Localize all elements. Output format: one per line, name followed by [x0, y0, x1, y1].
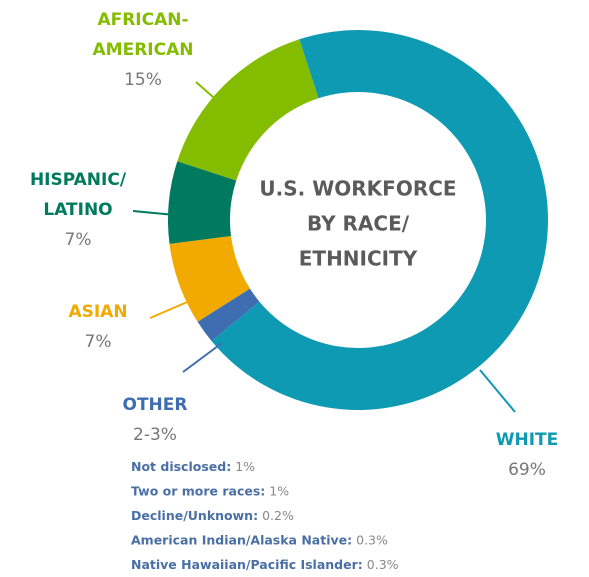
- note-name: Two or more races:: [131, 483, 265, 498]
- note-name: Decline/Unknown:: [131, 508, 258, 523]
- note-value: 0.3%: [367, 557, 399, 572]
- note-name: Native Hawaiian/Pacific Islander:: [131, 557, 363, 572]
- note: Decline/Unknown: 0.2%: [131, 508, 294, 523]
- category-label: OTHER: [123, 395, 188, 415]
- category-label: HISPANIC/: [30, 170, 127, 190]
- chart-title: ETHNICITY: [299, 247, 418, 271]
- donut-slice: [167, 161, 237, 244]
- donut-slice: [197, 288, 260, 342]
- note-value: 0.2%: [262, 508, 294, 523]
- note: Two or more races: 1%: [131, 483, 289, 498]
- leader-line: [479, 369, 516, 413]
- category-label: AFRICAN-: [97, 10, 188, 30]
- note-value: 0.3%: [356, 532, 388, 547]
- category-label: LATINO: [43, 200, 112, 220]
- note: Native Hawaiian/Pacific Islander: 0.3%: [131, 557, 399, 572]
- leader-line: [195, 81, 222, 105]
- note-name: Not disclosed:: [131, 459, 231, 474]
- category-label: AMERICAN: [93, 40, 194, 60]
- value-label: 15%: [124, 70, 162, 90]
- chart-title: U.S. WORKFORCE: [259, 177, 456, 201]
- category-label: ASIAN: [68, 302, 127, 322]
- leader-line: [182, 342, 223, 373]
- value-label: 69%: [508, 460, 546, 480]
- donut-slice: [177, 39, 319, 181]
- note-name: American Indian/Alaska Native:: [131, 532, 352, 547]
- note-value: 1%: [235, 459, 255, 474]
- leader-line: [149, 299, 193, 319]
- value-label: 7%: [85, 332, 112, 352]
- note-value: 1%: [269, 483, 289, 498]
- leader-line: [132, 210, 176, 216]
- value-label: 7%: [65, 230, 92, 250]
- donut-slice: [211, 30, 548, 410]
- note: American Indian/Alaska Native: 0.3%: [131, 532, 388, 547]
- value-label: 2-3%: [133, 425, 177, 445]
- note: Not disclosed: 1%: [131, 459, 255, 474]
- chart-title: BY RACE/: [307, 212, 410, 236]
- category-label: WHITE: [496, 430, 559, 450]
